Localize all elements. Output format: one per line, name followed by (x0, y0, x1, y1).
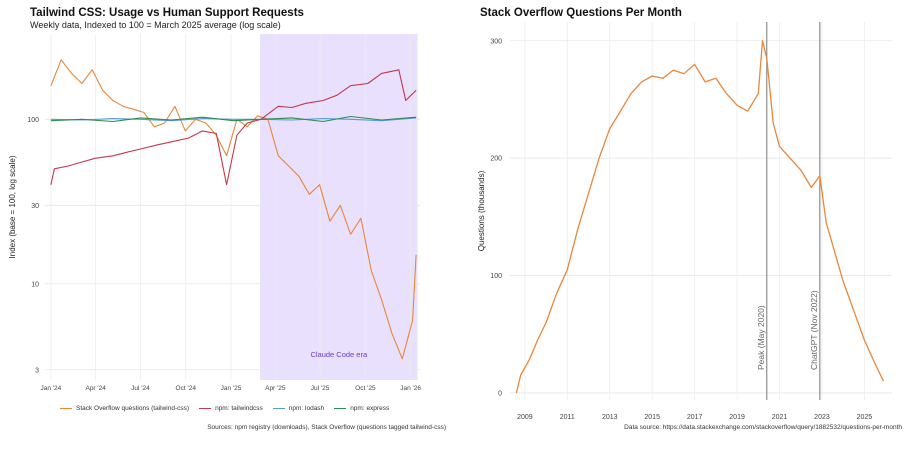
annotation-label-0: Peak (May 2020) (756, 305, 766, 370)
x-tick-label: 2023 (814, 414, 830, 421)
y-tick-label: 30 (31, 203, 39, 210)
legend-label: npm: lodash (288, 405, 325, 412)
legend-label: npm: express (350, 405, 390, 412)
y-tick-label: 0 (498, 390, 502, 397)
x-tick-label: 2013 (602, 414, 618, 421)
x-tick-label: 2019 (729, 414, 745, 421)
tailwind-chart-svg: 3 10 30 100 Jan '24 Apr '24 Jul '24 Oct '24 Jan … (8, 34, 421, 392)
y-tick-label: 100 (27, 117, 39, 124)
chart-subtitle: Weekly data, Indexed to 100 = March 2025… (30, 20, 281, 30)
x-tick-label: 2009 (517, 414, 533, 421)
y-tick-label: 200 (490, 156, 502, 163)
series-line-0 (515, 40, 885, 394)
stackoverflow-chart-panel: Stack Overflow Questions Per Month 0 100 2… (470, 0, 912, 452)
legend-item: npm: express (334, 405, 389, 412)
x-tick-label: 2025 (857, 414, 873, 421)
x-tick-label: 2021 (772, 414, 788, 421)
y-tick-label: 300 (490, 38, 502, 45)
x-tick-label: Jan '25 (221, 385, 242, 392)
legend-swatch (272, 408, 285, 409)
series-line-1 (50, 69, 417, 186)
x-tick-label: Jul '25 (311, 385, 330, 392)
y-tick-label: 100 (490, 273, 502, 280)
x-tick-label: Jan '24 (41, 385, 62, 392)
x-tick-label: Apr '25 (265, 385, 286, 392)
legend-item: npm: tailwindcss (199, 405, 263, 412)
x-tick-label: Apr '24 (85, 385, 106, 392)
x-tick-label: Jul '24 (131, 385, 150, 392)
legend-item: Stack Overflow questions (tailwind-css) (60, 405, 189, 412)
chart-title: Tailwind CSS: Usage vs Human Support Req… (30, 7, 304, 19)
annotation-label-1: ChatGPT (Nov 2022) (809, 290, 819, 370)
x-tick-label: 2017 (687, 414, 703, 421)
legend-label: Stack Overflow questions (tailwind-css) (76, 405, 190, 412)
chart-source: Sources: npm registry (downloads), Stack… (207, 424, 446, 431)
series-line-3 (50, 115, 417, 123)
series-line-2 (50, 117, 417, 122)
legend-item: npm: lodash (272, 405, 325, 412)
x-tick-label: Jan '26 (400, 385, 421, 392)
legend-swatch (199, 408, 212, 409)
y-axis-label: Questions (thousands) (477, 170, 486, 251)
plot-background (510, 22, 892, 400)
x-tick-label: Oct '25 (355, 385, 376, 392)
stackoverflow-chart-svg: 0 100 200 300 2009 2011 2013 2015 2017 2019 2021 20… (477, 22, 892, 421)
y-tick-label: 10 (31, 281, 39, 288)
region-label: Claude Code era (310, 350, 368, 359)
x-tick-label: Oct '24 (176, 385, 197, 392)
legend-label: npm: tailwindcss (215, 405, 263, 412)
x-tick-label: 2015 (644, 414, 660, 421)
tailwind-chart-panel: Tailwind CSS: Usage vs Human Support Req… (0, 0, 452, 452)
chart-source: Data source: https://data.stackexchange.… (624, 424, 902, 431)
legend-swatch (334, 408, 347, 409)
x-tick-label: 2011 (560, 414, 575, 421)
legend-swatch (60, 408, 72, 409)
chart-legend: Stack Overflow questions (tailwind-css) n… (60, 405, 389, 412)
chart-title: Stack Overflow Questions Per Month (480, 7, 682, 19)
y-axis-label: Index (base = 100, log scale) (8, 155, 17, 258)
y-tick-label: 3 (35, 367, 39, 374)
